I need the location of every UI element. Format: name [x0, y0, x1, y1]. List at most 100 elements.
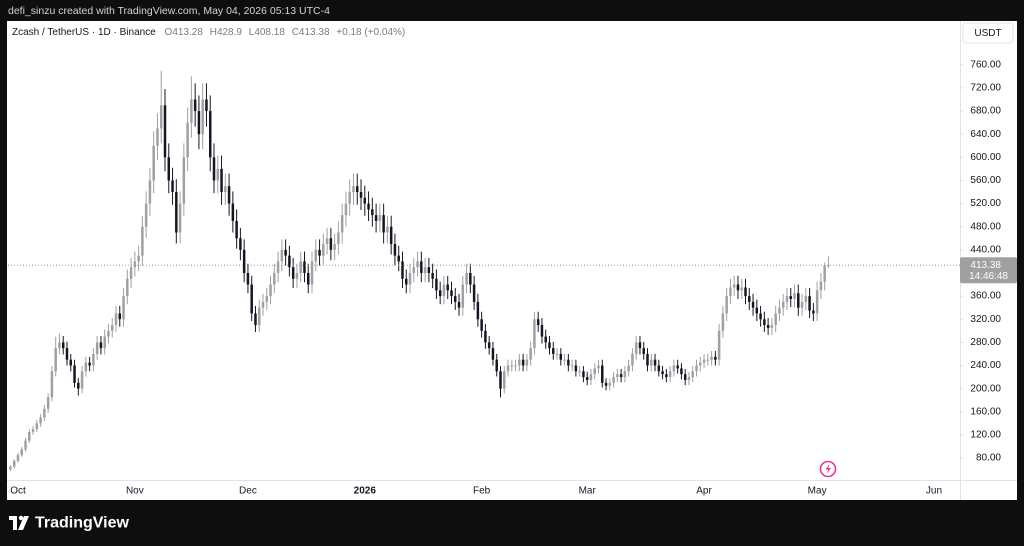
candle-body: [495, 359, 498, 372]
candle-body: [50, 371, 54, 398]
candle-body: [570, 365, 574, 367]
candle-body: [510, 365, 514, 367]
currency-button[interactable]: [962, 22, 1014, 44]
y-tick-label: 280.00: [970, 337, 1001, 348]
candle-body: [374, 215, 378, 221]
candle-body: [827, 265, 830, 267]
candle-body: [529, 348, 532, 360]
candle-body: [20, 449, 24, 456]
logo-part: [18, 515, 24, 521]
candle-body: [152, 145, 155, 181]
ohlc-label: L: [249, 27, 255, 38]
candle-body: [714, 356, 717, 360]
candle-body: [650, 359, 653, 366]
candle-body: [450, 290, 453, 297]
candle-body: [314, 249, 318, 262]
candle-body: [427, 267, 431, 273]
candle-body: [781, 301, 785, 308]
candle-body: [446, 284, 449, 291]
candle-body: [412, 267, 416, 273]
candle-body: [254, 313, 257, 326]
candle-body: [766, 325, 770, 328]
candle-body: [231, 203, 235, 221]
candle-body: [695, 365, 698, 372]
candle-body: [555, 353, 559, 355]
candle-body: [80, 371, 84, 389]
candle-body: [389, 226, 393, 245]
candle-body: [683, 374, 687, 380]
candle-body: [261, 301, 265, 308]
candle-body: [717, 330, 721, 360]
candle-body: [126, 278, 129, 297]
candle-body: [567, 359, 570, 366]
candle-body: [103, 336, 106, 349]
candle-body: [721, 313, 725, 331]
candle-body: [73, 365, 76, 383]
candle-body: [823, 265, 826, 282]
alert-icon[interactable]: [819, 460, 837, 478]
candle-body: [333, 244, 336, 250]
change: +0.18 (+0.04%): [336, 27, 405, 38]
candle-body: [687, 377, 691, 380]
candle-body: [69, 359, 73, 366]
countdown-label: 14:46:48: [969, 271, 1008, 282]
candle-body: [65, 348, 69, 360]
ohlc-value: 413.28: [172, 27, 203, 38]
candle-body: [299, 261, 302, 273]
candle-body: [642, 348, 645, 354]
y-tick-label: 200.00: [970, 383, 1001, 394]
candle-body: [748, 296, 751, 302]
candle-body: [307, 272, 310, 285]
candle-body: [242, 249, 246, 273]
candle-body: [623, 371, 627, 378]
candle-body: [148, 180, 152, 204]
candle-body: [665, 374, 668, 378]
candle-body: [578, 371, 581, 373]
candle-body: [408, 272, 412, 285]
candle-body: [612, 377, 615, 383]
candle-body: [778, 307, 781, 314]
candle-body: [800, 301, 804, 308]
candle-body: [114, 313, 118, 326]
candle-body: [163, 105, 167, 158]
candle-body: [235, 220, 238, 239]
candle-body: [16, 455, 20, 461]
candle-body: [178, 203, 182, 233]
candle-body: [239, 238, 242, 250]
candle-body: [559, 353, 563, 360]
x-tick-label: Jun: [926, 486, 942, 497]
candle-body: [815, 290, 819, 314]
candle-body: [167, 157, 171, 181]
candle-body: [257, 307, 261, 326]
x-tick-label: Apr: [696, 486, 712, 497]
candle-body: [680, 368, 683, 375]
last-price-box: [960, 257, 1017, 284]
x-tick-label: May: [808, 486, 827, 497]
alert-ring: [819, 460, 837, 478]
candle-body: [763, 319, 766, 326]
candle-body: [54, 348, 57, 372]
candle-body: [469, 272, 472, 285]
candle-body: [819, 281, 823, 291]
symbol-title: Zcash / TetherUS · 1D · Binance: [12, 27, 156, 38]
y-tick-label: 600.00: [970, 152, 1001, 163]
candle-body: [668, 371, 672, 378]
y-tick-label: 680.00: [970, 106, 1001, 117]
candle-body: [212, 157, 216, 181]
alert-bolt: [825, 464, 831, 474]
candle-body: [344, 203, 348, 216]
candle-body: [597, 365, 600, 369]
candle-body: [193, 99, 197, 112]
last-price-label: 413.38: [970, 260, 1001, 271]
candle-body: [182, 157, 186, 204]
candle-body: [227, 186, 231, 204]
ohlc-label: H: [210, 27, 217, 38]
candle-body: [774, 313, 777, 326]
brand-name: TradingView: [35, 515, 130, 532]
candle-body: [24, 440, 27, 450]
candle-body: [284, 249, 287, 256]
candle-body: [340, 215, 344, 233]
candle-body: [382, 215, 385, 233]
candle-body: [367, 203, 370, 210]
